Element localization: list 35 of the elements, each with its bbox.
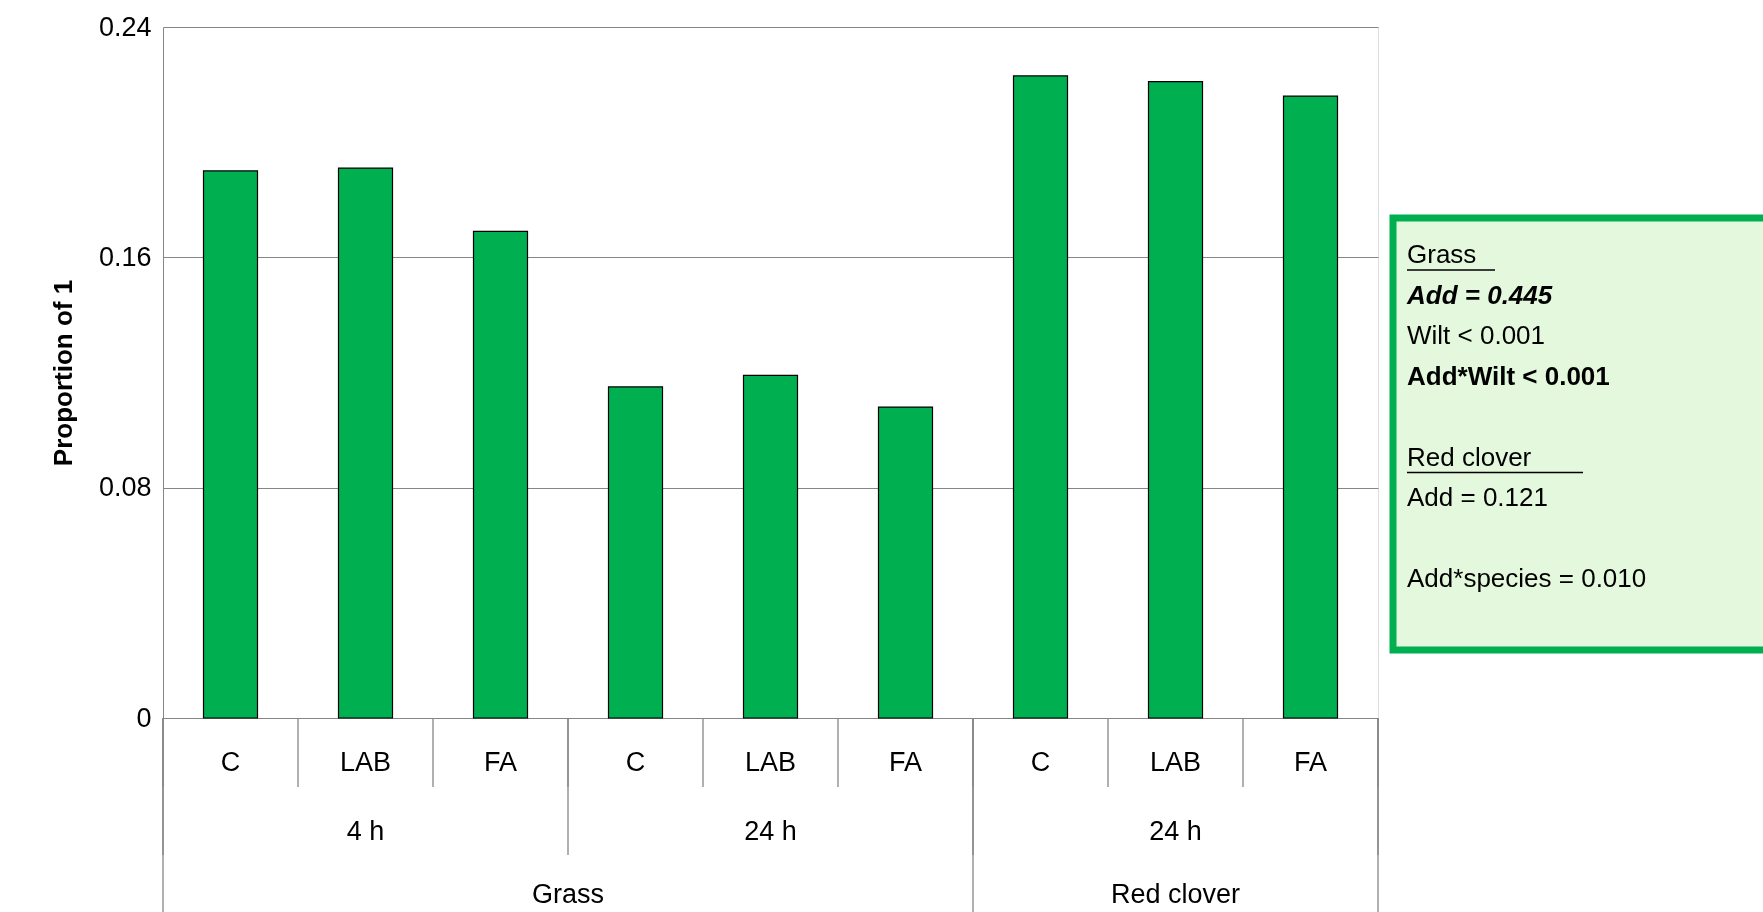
x-tick-label: FA — [1293, 747, 1328, 777]
text: Add*species = 0.010 — [1407, 563, 1647, 593]
text: 4 h — [346, 816, 385, 846]
x-tick-label: C — [1030, 747, 1051, 777]
text: 24 h — [1149, 816, 1202, 846]
text: Add*Wilt < 0.001 — [1407, 360, 1610, 391]
text: Add = 0.445 — [1406, 279, 1553, 310]
text: Grass — [1407, 239, 1477, 269]
y-tick-label: 0 — [136, 702, 152, 733]
x-tick-label: LAB — [744, 747, 797, 777]
x-tick-label: LAB — [339, 747, 392, 777]
y-axis-title: Proportion of 1 — [47, 279, 78, 467]
x-tick-label: FA — [888, 747, 923, 777]
text: Wilt < 0.001 — [1407, 320, 1546, 350]
text: Grass — [531, 879, 605, 909]
x-tick-label: LAB — [1149, 747, 1202, 777]
bar — [202, 170, 259, 719]
text: 24 h — [744, 816, 797, 846]
x-tick-label: C — [220, 747, 241, 777]
bar — [877, 406, 934, 719]
y-tick-label: 0.24 — [98, 11, 152, 42]
bar — [1282, 95, 1339, 719]
x-tick-label: FA — [483, 747, 518, 777]
text: Red clover — [1110, 879, 1241, 909]
text: Add = 0.121 — [1407, 482, 1548, 512]
y-tick-label: 0.16 — [98, 241, 152, 272]
x-tick-label: C — [625, 747, 646, 777]
text: Red clover — [1407, 441, 1532, 472]
y-tick-label: 0.08 — [98, 472, 152, 503]
bar — [607, 386, 664, 719]
bar — [1012, 75, 1069, 719]
bar — [1147, 81, 1204, 719]
bar — [472, 230, 529, 719]
bar — [742, 374, 799, 719]
bar — [337, 167, 394, 719]
